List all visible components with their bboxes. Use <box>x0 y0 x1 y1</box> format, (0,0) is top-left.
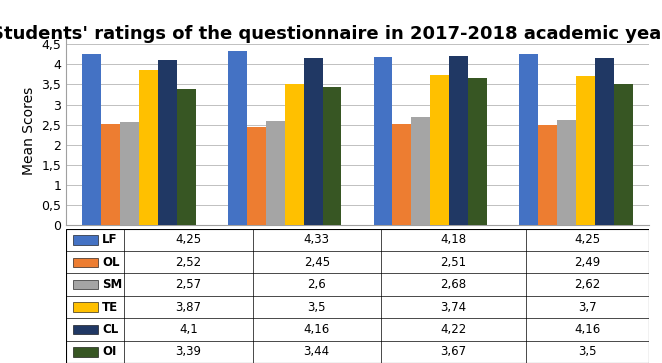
Bar <box>304 58 322 225</box>
Text: 3,39: 3,39 <box>175 345 201 358</box>
Bar <box>73 280 98 289</box>
Text: 2,62: 2,62 <box>575 278 600 291</box>
Text: CL: CL <box>103 323 118 336</box>
Bar <box>595 58 614 225</box>
Bar <box>614 85 633 225</box>
Text: 2,52: 2,52 <box>175 256 202 269</box>
Bar <box>139 70 158 225</box>
Text: 3,5: 3,5 <box>579 345 597 358</box>
Bar <box>576 77 595 225</box>
Bar <box>101 124 120 225</box>
Bar <box>519 54 538 225</box>
Text: 2,45: 2,45 <box>304 256 330 269</box>
Text: 4,16: 4,16 <box>575 323 600 336</box>
Y-axis label: Mean Scores: Mean Scores <box>22 86 36 175</box>
Bar <box>538 125 557 225</box>
Bar <box>177 89 196 225</box>
Text: 4,1: 4,1 <box>179 323 198 336</box>
Bar <box>430 75 449 225</box>
Bar <box>73 235 98 245</box>
Bar <box>285 85 304 225</box>
Bar <box>373 57 393 225</box>
Text: 3,87: 3,87 <box>175 301 201 314</box>
Bar <box>247 127 265 225</box>
Text: OI: OI <box>103 345 117 358</box>
Text: 2,49: 2,49 <box>575 256 600 269</box>
Text: LF: LF <box>103 233 118 246</box>
Bar <box>557 120 576 225</box>
Bar <box>393 124 411 225</box>
Bar <box>120 122 139 225</box>
Text: 3,5: 3,5 <box>307 301 326 314</box>
Bar <box>73 347 98 356</box>
Bar <box>158 60 177 225</box>
Text: 4,33: 4,33 <box>304 233 330 246</box>
Bar <box>73 325 98 334</box>
Bar <box>73 258 98 267</box>
Text: 2,57: 2,57 <box>175 278 202 291</box>
Text: 3,7: 3,7 <box>579 301 597 314</box>
Bar <box>411 117 430 225</box>
Text: Students' ratings of the questionnaire in 2017-2018 academic year: Students' ratings of the questionnaire i… <box>0 25 662 44</box>
Text: 4,16: 4,16 <box>304 323 330 336</box>
Text: 3,67: 3,67 <box>440 345 467 358</box>
Bar <box>82 54 101 225</box>
Bar <box>73 302 98 312</box>
Text: TE: TE <box>103 301 118 314</box>
Text: SM: SM <box>103 278 122 291</box>
Text: 4,25: 4,25 <box>575 233 600 246</box>
Text: 3,44: 3,44 <box>304 345 330 358</box>
Text: 3,74: 3,74 <box>440 301 467 314</box>
Bar <box>322 87 342 225</box>
Bar <box>449 56 468 225</box>
Text: 4,25: 4,25 <box>175 233 202 246</box>
Text: 2,68: 2,68 <box>440 278 467 291</box>
Text: 4,22: 4,22 <box>440 323 467 336</box>
Bar <box>468 78 487 225</box>
Text: 4,18: 4,18 <box>440 233 467 246</box>
Bar <box>265 121 285 225</box>
Text: OL: OL <box>103 256 120 269</box>
Text: 2,51: 2,51 <box>440 256 467 269</box>
Bar <box>228 51 247 225</box>
Text: 2,6: 2,6 <box>307 278 326 291</box>
